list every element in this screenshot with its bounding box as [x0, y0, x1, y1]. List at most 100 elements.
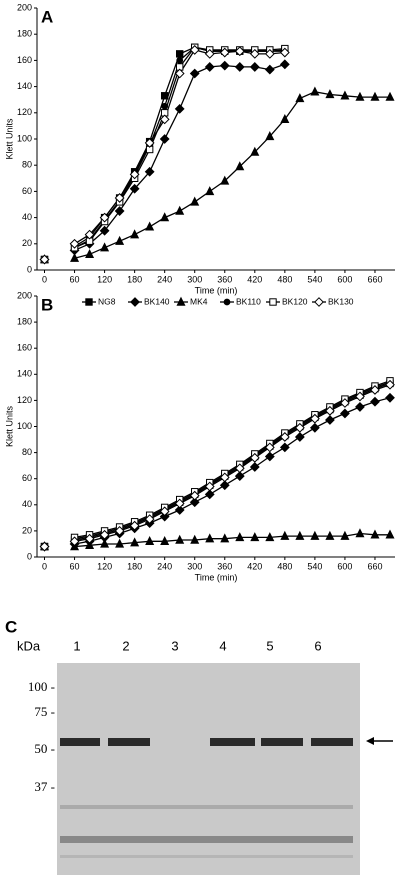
x-tick-label: 540 [307, 561, 322, 571]
marker [279, 442, 290, 453]
panel-label: C [5, 617, 17, 636]
marker [355, 391, 365, 402]
marker [325, 405, 335, 416]
marker [85, 248, 95, 258]
x-tick-label: 360 [217, 561, 232, 571]
series-line [74, 380, 391, 539]
marker [250, 146, 260, 156]
marker [385, 379, 395, 390]
mw-marker: 50 - [34, 741, 55, 756]
marker [114, 525, 125, 536]
marker [385, 392, 395, 403]
x-axis-title: Time (min) [195, 285, 238, 295]
gel-band [108, 738, 150, 746]
marker [175, 50, 184, 58]
x-tick-label: 180 [127, 274, 142, 284]
marker [340, 530, 350, 540]
marker [249, 462, 260, 472]
marker [370, 396, 380, 407]
marker [295, 530, 305, 540]
y-tick-label: 120 [17, 107, 32, 117]
series-line [74, 381, 391, 540]
y-tick-label: 140 [17, 81, 32, 91]
marker [264, 64, 275, 75]
marker [295, 93, 305, 103]
x-tick-label: 660 [367, 274, 382, 284]
y-tick-label: 140 [17, 369, 32, 379]
y-tick-label: 60 [22, 186, 32, 196]
marker [310, 86, 320, 96]
marker [249, 62, 260, 72]
marker [130, 537, 140, 547]
marker [280, 114, 290, 124]
marker [160, 536, 170, 546]
x-axis-title: Time (min) [195, 572, 238, 582]
x-tick-label: 120 [97, 274, 112, 284]
marker [325, 415, 335, 425]
marker [219, 47, 230, 58]
legend-label: BK130 [328, 296, 354, 306]
mw-marker: 75 - [34, 704, 55, 719]
y-tick-label: 60 [22, 473, 32, 483]
marker [114, 193, 125, 203]
legend-label: BK110 [236, 296, 261, 306]
x-tick-label: 240 [157, 561, 172, 571]
arrow-head [366, 737, 374, 745]
marker [279, 432, 290, 442]
x-tick-label: 420 [247, 561, 262, 571]
marker [190, 534, 200, 544]
marker [325, 530, 335, 540]
marker [234, 62, 245, 72]
marker [340, 408, 350, 419]
marker [269, 298, 277, 306]
y-tick-label: 120 [17, 395, 32, 405]
lane-label: 1 [73, 638, 80, 653]
y-tick-label: 40 [22, 499, 32, 509]
marker [204, 481, 215, 492]
marker [235, 532, 245, 542]
gel-band [210, 738, 255, 746]
panel-label: A [41, 7, 53, 26]
y-tick-label: 100 [17, 133, 32, 143]
marker [176, 296, 186, 306]
y-tick-label: 80 [22, 447, 32, 457]
x-tick-label: 60 [70, 274, 80, 284]
marker [265, 131, 275, 141]
y-axis-title: Klett Units [4, 405, 14, 447]
marker [340, 398, 350, 408]
marker [100, 242, 110, 252]
marker [204, 62, 215, 72]
marker [144, 166, 155, 177]
marker [234, 471, 245, 481]
marker [115, 235, 125, 245]
x-tick-label: 180 [127, 561, 142, 571]
legend-label: NG8 [98, 296, 116, 306]
marker [129, 169, 140, 180]
y-tick-label: 40 [22, 212, 32, 222]
series-line [74, 397, 391, 545]
marker [114, 206, 125, 216]
marker [264, 442, 275, 453]
marker [69, 536, 80, 547]
lane-label: 4 [219, 638, 226, 653]
marker [145, 536, 155, 546]
legend-label: BK120 [282, 296, 308, 306]
x-tick-label: 660 [367, 561, 382, 571]
y-tick-label: 100 [17, 421, 32, 431]
marker [235, 161, 245, 171]
marker [175, 205, 185, 215]
marker [175, 534, 185, 544]
marker [69, 238, 80, 249]
marker [294, 432, 305, 442]
marker [189, 68, 200, 79]
x-tick-label: 420 [247, 274, 262, 284]
marker [355, 528, 365, 538]
panel-label: B [41, 295, 53, 314]
marker [325, 89, 335, 99]
gel: C kDa 1 2 3 4 5 6 100 - 75 - 50 - 37 - [5, 617, 393, 875]
marker [219, 60, 230, 71]
marker [250, 532, 260, 542]
x-tick-label: 240 [157, 274, 172, 284]
y-tick-label: 20 [22, 525, 32, 535]
marker [174, 103, 185, 114]
